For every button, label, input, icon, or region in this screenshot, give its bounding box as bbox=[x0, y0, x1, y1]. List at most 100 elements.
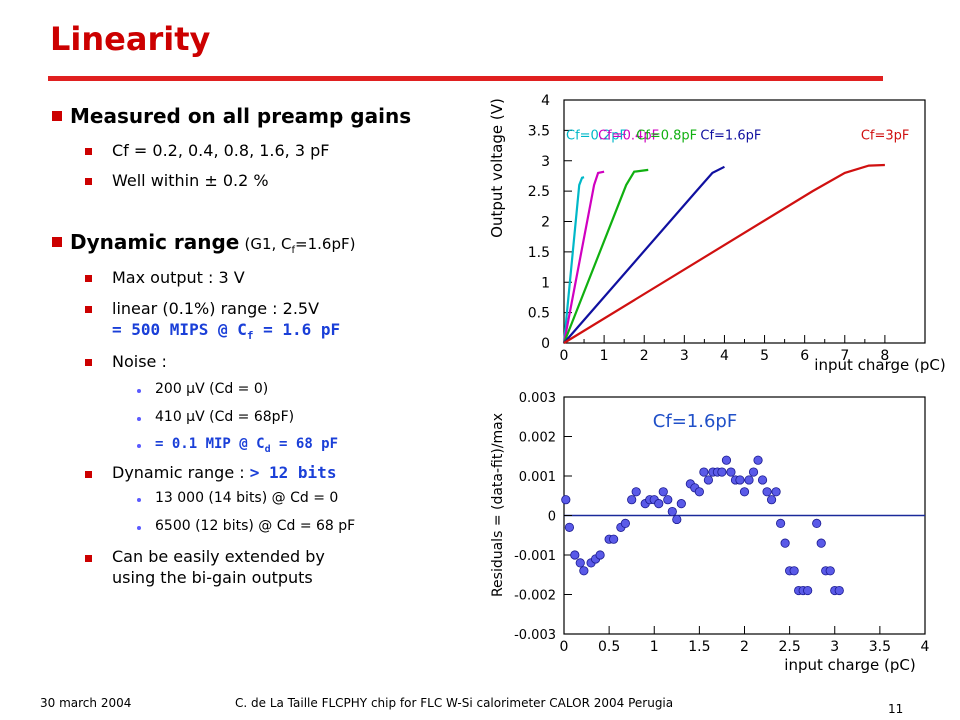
data-point bbox=[658, 487, 668, 497]
series-line bbox=[562, 168, 649, 344]
y-axis-label: Output voltage (V) bbox=[488, 98, 506, 238]
series-line bbox=[563, 163, 885, 344]
data-point bbox=[631, 487, 641, 497]
title-underline bbox=[48, 76, 883, 81]
y-tick-label: 2 bbox=[541, 215, 550, 231]
data-point bbox=[676, 499, 686, 509]
bullet-square-icon bbox=[52, 111, 62, 121]
data-point bbox=[775, 518, 786, 528]
note-pre: (G1, C bbox=[244, 235, 292, 253]
bullet-measured: Measured on all preamp gains bbox=[70, 104, 412, 128]
y-tick-label: 0 bbox=[541, 336, 550, 352]
noise3-post: = 68 pF bbox=[270, 436, 339, 452]
data-point bbox=[816, 538, 826, 548]
x-tick-label: 5 bbox=[760, 348, 769, 364]
data-point bbox=[753, 455, 763, 465]
linearity-chart: 0 1 2 3 4 5 6 7 800.511.522.533.54 Cf=0.2pFCf=0.… bbox=[488, 93, 946, 374]
data-point bbox=[609, 534, 619, 544]
x-tick-label: 3.5 bbox=[869, 639, 891, 655]
data-point bbox=[703, 475, 713, 485]
y-tick-label: 2.5 bbox=[528, 184, 550, 200]
data-point bbox=[766, 495, 777, 505]
note-post: =1.6pF) bbox=[295, 235, 356, 253]
data-point bbox=[726, 467, 736, 477]
noise-item-1: 200 µV (Cd = 0) bbox=[155, 381, 269, 397]
x-tick-label: 3 bbox=[830, 639, 839, 655]
y-tick-label: -0.002 bbox=[514, 589, 556, 604]
bullet-max-output: Max output : 3 V bbox=[112, 268, 245, 287]
data-point bbox=[825, 566, 835, 576]
data-point bbox=[663, 495, 673, 505]
bullet-square-icon bbox=[85, 306, 92, 313]
x-tick-label: 1 bbox=[600, 348, 609, 364]
y-tick-label: -0.003 bbox=[514, 628, 556, 643]
sub-bullet-dot bbox=[137, 389, 141, 393]
axis-ticks: 0 1 2 3 4 5 6 7 8 0 0.5 1 1.5 2 2.5 3 3.5 4 bbox=[528, 93, 890, 364]
data-point bbox=[620, 518, 630, 528]
data-point bbox=[812, 518, 822, 528]
bullet-square-icon bbox=[52, 237, 62, 247]
data-point bbox=[735, 475, 745, 485]
bits-pre: Dynamic range : bbox=[112, 463, 245, 482]
data-point bbox=[579, 566, 589, 576]
data-point bbox=[570, 550, 580, 560]
mips-post: = 1.6 pF bbox=[253, 320, 341, 339]
data-point bbox=[561, 495, 571, 505]
plot-frame bbox=[563, 396, 926, 635]
x-tick-label: 1.5 bbox=[688, 639, 710, 655]
series-label: Cf=0.2pF bbox=[566, 128, 627, 143]
bullet-square-icon bbox=[85, 359, 92, 366]
bullet-square-icon bbox=[85, 275, 92, 282]
data-point bbox=[771, 487, 781, 497]
slide-title: Linearity bbox=[50, 20, 211, 58]
series-label: Cf=1.6pF bbox=[700, 128, 761, 143]
x-tick-label: 4 bbox=[921, 639, 930, 655]
data-point bbox=[595, 550, 605, 560]
x-tick-label: 0.5 bbox=[598, 639, 620, 655]
bullet-noise: Noise : bbox=[112, 352, 167, 371]
series-label: Cf=0.4pF bbox=[598, 128, 659, 143]
data-point bbox=[699, 467, 709, 477]
x-tick-label: 7 bbox=[840, 348, 849, 364]
noise3-sub: d bbox=[264, 443, 271, 455]
bits-highlight: > 12 bits bbox=[249, 463, 337, 482]
x-tick-label: 2.5 bbox=[778, 639, 800, 655]
bullet-cf-values: Cf = 0.2, 0.4, 0.8, 1.6, 3 pF bbox=[112, 141, 330, 160]
x-tick-label: 6 bbox=[800, 348, 809, 364]
data-point bbox=[575, 558, 585, 568]
x-tick-label: 1 bbox=[650, 639, 659, 655]
y-tick-label: 1 bbox=[541, 275, 550, 291]
data-point bbox=[757, 475, 768, 485]
dynamic-range-label: Dynamic range bbox=[70, 230, 240, 254]
x-tick-label: 2 bbox=[640, 348, 649, 364]
y-tick-label: 3.5 bbox=[528, 123, 550, 139]
series-group bbox=[562, 163, 885, 344]
y-tick-label: 4 bbox=[541, 93, 550, 109]
y-tick-label: -0.001 bbox=[514, 549, 556, 564]
data-point bbox=[739, 487, 750, 497]
sub-bullet-dot bbox=[137, 526, 141, 530]
noise-item-3: = 0.1 MIP @ Cd = 68 pF bbox=[155, 436, 338, 455]
mips-pre: = 500 MIPS @ C bbox=[112, 320, 247, 339]
series-label: Cf=0.8pF bbox=[636, 128, 697, 143]
y-tick-label: 0.002 bbox=[519, 431, 556, 446]
chart-title: Cf=1.6pF bbox=[653, 411, 737, 432]
axis-ticks: 0 0.5 1 1.5 2 2.5 3 3.5 4 -0.003 -0.002 -0.001 0 0.00… bbox=[514, 391, 929, 655]
data-point bbox=[721, 455, 732, 465]
bits-item-2: 6500 (12 bits) @ Cd = 68 pF bbox=[155, 518, 356, 534]
mips-sub: f bbox=[246, 329, 254, 343]
x-tick-label: 0 bbox=[560, 348, 569, 364]
bullet-extend-1: Can be easily extended by bbox=[112, 547, 325, 566]
bullet-extend-2: using the bi-gain outputs bbox=[112, 568, 313, 587]
x-axis-label: input charge (pC) bbox=[814, 356, 945, 374]
y-tick-label: 0 bbox=[548, 510, 556, 525]
bullet-square-icon bbox=[85, 178, 92, 185]
data-point bbox=[654, 499, 664, 509]
noise-item-2: 410 µV (Cd = 68pF) bbox=[155, 409, 295, 425]
sub-bullet-dot bbox=[137, 417, 141, 421]
data-point bbox=[627, 495, 637, 505]
data-point bbox=[834, 585, 844, 596]
bullet-square-icon bbox=[85, 471, 92, 478]
sub-bullet-dot bbox=[137, 444, 141, 448]
